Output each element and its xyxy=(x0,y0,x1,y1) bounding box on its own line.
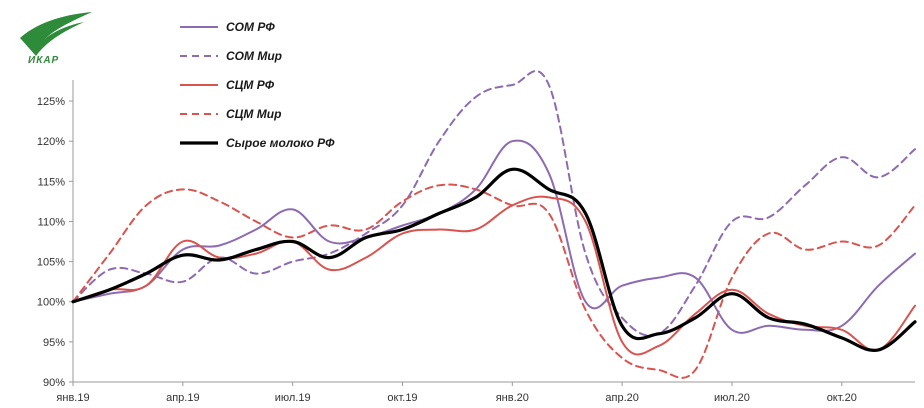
x-tick-label: окт.19 xyxy=(387,392,417,403)
x-tick-label: июл.19 xyxy=(275,392,311,403)
series-line-0 xyxy=(72,139,916,334)
axes: 90% 95% 100% 105% 110% 115% 120% 125% янв.19 апр.… xyxy=(37,80,915,404)
legend: СОМ РФ СОМ Мир СЦМ РФ СЦМ Мир Сырое молоко Р… xyxy=(180,20,335,150)
series-layer xyxy=(71,70,917,379)
y-tick-label: 90% xyxy=(43,377,65,389)
y-tick-label: 105% xyxy=(37,257,65,269)
legend-label: СОМ Мир xyxy=(226,49,282,63)
y-tick-label: 125% xyxy=(37,96,65,108)
logo-text: ИКАР xyxy=(28,55,59,66)
y-tick-label: 100% xyxy=(37,297,65,309)
y-tick-label: 115% xyxy=(38,176,66,188)
x-tick-label: апр.19 xyxy=(166,392,199,403)
x-tick-label: июл.20 xyxy=(714,392,750,403)
legend-label: Сырое молоко РФ xyxy=(226,136,335,150)
y-tick-label: 120% xyxy=(37,136,65,148)
logo-wing-icon xyxy=(20,12,92,56)
legend-label: СОМ РФ xyxy=(226,20,275,34)
series-line-3 xyxy=(72,183,916,379)
series-line-2 xyxy=(72,195,916,356)
x-tick-label: янв.20 xyxy=(496,392,529,403)
logo: ИКАР xyxy=(20,12,92,66)
x-tick-label: янв.19 xyxy=(56,392,89,403)
x-tick-label: окт.20 xyxy=(827,392,857,403)
y-tick-label: 95% xyxy=(43,337,65,349)
x-tick-label: апр.20 xyxy=(605,392,638,403)
series-line-4 xyxy=(71,167,917,352)
legend-label: СЦМ Мир xyxy=(226,107,281,121)
legend-label: СЦМ РФ xyxy=(226,78,275,92)
series-line-1 xyxy=(72,70,916,337)
y-tick-label: 110% xyxy=(38,216,66,228)
